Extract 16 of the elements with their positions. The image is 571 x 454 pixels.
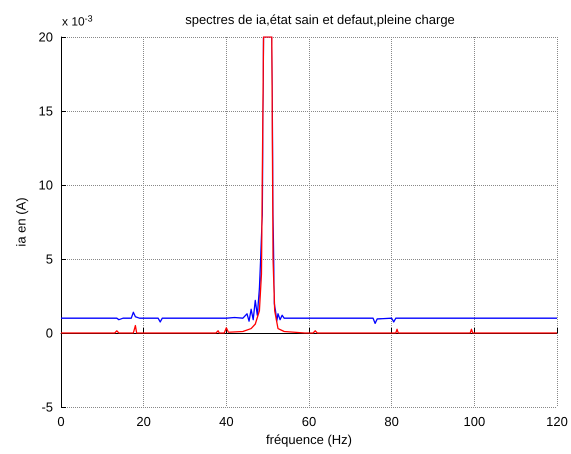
x-tick-label: 20 [136, 414, 151, 429]
y-tick-label: 15 [38, 104, 53, 118]
y-tick-label: 10 [38, 178, 53, 192]
x-tick-label: 0 [57, 414, 65, 429]
chart-title: spectres de ia,état sain et defaut,pleine charge [185, 12, 455, 27]
y-axis-title: ia en (A) [14, 197, 29, 247]
y-tick-label: 5 [46, 252, 53, 266]
y-tick-label: 0 [46, 326, 53, 340]
x-tick-label: 100 [463, 414, 486, 429]
y-tick-label: -5 [41, 400, 53, 414]
x-axis-title: fréquence (Hz) [266, 432, 352, 447]
x-tick-label: 40 [219, 414, 234, 429]
x-tick-label: 60 [302, 414, 316, 429]
x-tick-label: 120 [546, 414, 568, 429]
y-tick-label: 20 [38, 30, 53, 44]
x-tick-label: 80 [384, 414, 399, 429]
